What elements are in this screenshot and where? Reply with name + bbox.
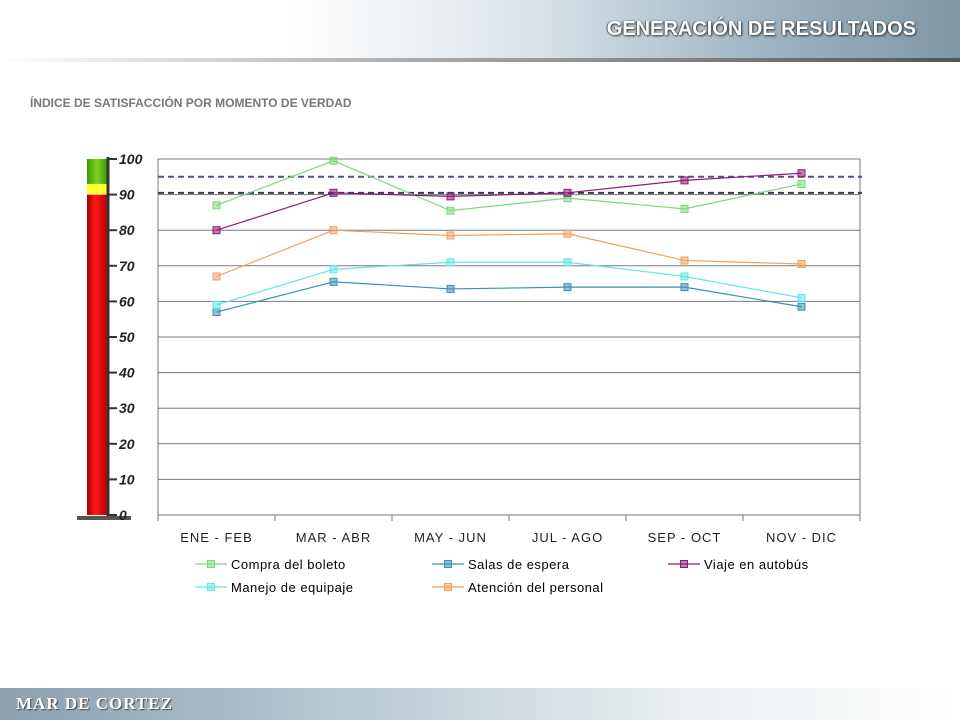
- data-point: [563, 229, 572, 238]
- x-tick-label: MAY - JUN: [414, 530, 487, 545]
- data-point: [329, 188, 338, 197]
- data-point: [680, 176, 689, 185]
- y-tick-label: 70: [119, 258, 135, 274]
- legend-marker: [680, 560, 688, 568]
- y-tick-label: 10: [119, 471, 135, 487]
- y-tick-label: 90: [119, 187, 135, 203]
- data-point: [680, 283, 689, 292]
- series-line: [216, 172, 802, 231]
- data-point: [563, 283, 572, 292]
- data-point: [446, 258, 455, 267]
- series-line: [216, 261, 802, 306]
- chart-series: [212, 156, 806, 317]
- data-point: [797, 302, 806, 311]
- x-tick-label: JUL - AGO: [532, 530, 603, 545]
- chart-legend: Compra del boleto Salas de espera Viaje en…: [195, 557, 809, 595]
- series-line: [216, 281, 802, 313]
- data-point: [797, 260, 806, 269]
- thermometer-green-zone: [87, 159, 107, 184]
- y-tick-label: 30: [119, 400, 135, 416]
- data-point: [329, 265, 338, 274]
- data-point: [212, 272, 221, 281]
- thermometer-scale: 0 10 20 30 40 50 60 70 80 90 100: [77, 151, 143, 523]
- data-point: [212, 300, 221, 309]
- data-point: [446, 206, 455, 215]
- footer-bar: [0, 688, 960, 720]
- chart-gridlines: [157, 158, 861, 521]
- x-tick-label: SEP - OCT: [648, 530, 722, 545]
- data-point: [329, 277, 338, 286]
- legend-marker: [207, 560, 215, 568]
- data-point: [212, 201, 221, 210]
- data-point: [563, 258, 572, 267]
- x-tick-label: MAR - ABR: [296, 530, 371, 545]
- page-title: GENERACIÓN DE RESULTADOS: [606, 18, 916, 40]
- data-point: [212, 226, 221, 235]
- y-tick-label: 60: [119, 293, 135, 309]
- legend-label: Atención del personal: [468, 580, 604, 595]
- y-tick-label: 40: [118, 365, 135, 381]
- legend-label: Compra del boleto: [231, 557, 346, 572]
- data-point: [797, 179, 806, 188]
- series-line: [216, 160, 802, 212]
- header-bar: [0, 0, 960, 60]
- data-point: [446, 284, 455, 293]
- header-divider: [0, 58, 960, 62]
- x-tick-label: NOV - DIC: [766, 530, 837, 545]
- reference-lines: [158, 175, 862, 194]
- data-point: [446, 231, 455, 240]
- legend-marker: [444, 583, 452, 591]
- y-tick-label: 100: [119, 151, 143, 167]
- line-chart: 0 10 20 30 40 50 60 70 80 90 100 ENE - FEB MAR - AB…: [77, 151, 862, 595]
- data-point: [446, 192, 455, 201]
- thermometer-base: [77, 516, 131, 520]
- legend-marker: [207, 583, 215, 591]
- data-point: [797, 169, 806, 178]
- legend-label: Viaje en autobús: [704, 557, 809, 572]
- legend-marker: [444, 560, 452, 568]
- y-tick-label: 80: [119, 222, 135, 238]
- x-tick-label: ENE - FEB: [180, 530, 253, 545]
- legend-label: Salas de espera: [468, 557, 570, 572]
- x-axis-ticks: ENE - FEB MAR - ABR MAY - JUN JUL - AGO SEP …: [180, 530, 837, 545]
- data-point: [563, 188, 572, 197]
- data-point: [680, 256, 689, 265]
- series-line: [216, 229, 802, 278]
- legend-label: Manejo de equipaje: [231, 580, 353, 595]
- company-logo: MAR DE CORTEZ: [16, 694, 173, 713]
- y-tick-label: 0: [119, 507, 127, 523]
- data-point: [212, 308, 221, 317]
- data-point: [680, 204, 689, 213]
- data-point: [329, 226, 338, 235]
- chart-subtitle: ÍNDICE DE SATISFACCIÓN POR MOMENTO DE VE…: [30, 96, 352, 110]
- data-point: [680, 272, 689, 281]
- data-point: [797, 293, 806, 302]
- thermometer-red-zone: [87, 194, 107, 515]
- data-point: [329, 156, 338, 165]
- thermometer-yellow-zone: [87, 183, 107, 195]
- y-tick-label: 20: [118, 436, 135, 452]
- y-tick-label: 50: [119, 329, 135, 345]
